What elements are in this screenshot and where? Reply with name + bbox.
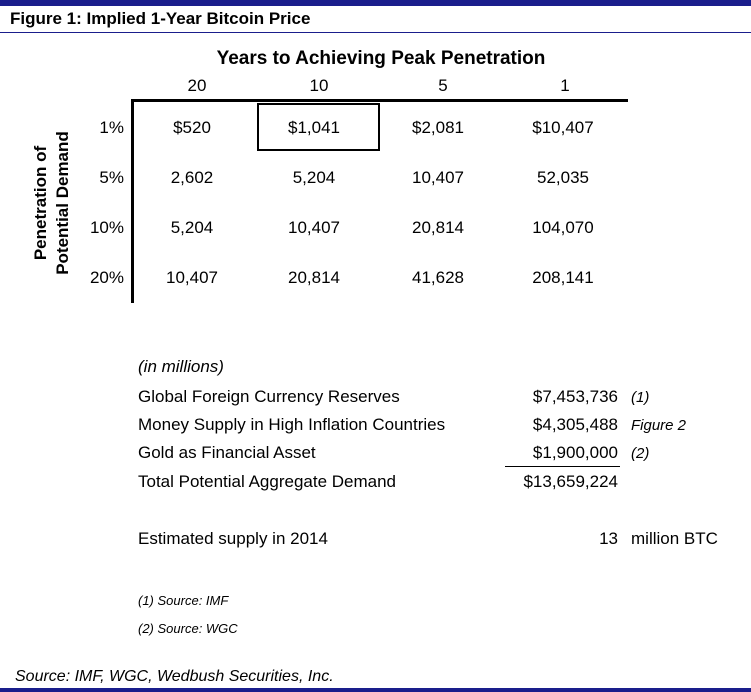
demand-item-value: $4,305,488 — [532, 415, 618, 434]
demand-item-label: Gold as Financial Asset — [138, 443, 316, 462]
column-axis-title: Years to Achieving Peak Penetration — [216, 48, 546, 69]
table-cell: $520 — [173, 118, 211, 137]
row-axis-title-line2: Potential Demand — [53, 131, 72, 275]
row-label-1pct: 1% — [99, 118, 124, 137]
supply-label: Estimated supply in 2014 — [138, 529, 328, 548]
total-value: $13,659,224 — [523, 472, 618, 491]
table-cell: 104,070 — [532, 218, 594, 237]
source-note: (2) Source: WGC — [138, 621, 238, 636]
table-cell: $10,407 — [532, 118, 594, 137]
row-axis-title-line1: Penetration of — [31, 145, 50, 261]
row-label-5pct: 5% — [99, 168, 124, 187]
supply-value: 13 — [599, 529, 618, 548]
table-cell: $1,041 — [288, 118, 340, 137]
sum-rule — [505, 466, 620, 467]
figure-title: Figure 1: Implied 1-Year Bitcoin Price — [10, 9, 311, 28]
demand-item-ref: Figure 2 — [631, 417, 687, 434]
row-label-20pct: 20% — [89, 268, 124, 287]
table-cell: 20,814 — [288, 268, 340, 287]
highlight-box — [257, 103, 380, 151]
column-header-20: 20 — [187, 76, 207, 95]
column-header-5: 5 — [438, 76, 448, 95]
table-cell: 10,407 — [288, 218, 340, 237]
demand-item-ref: (2) — [631, 445, 650, 462]
column-header-1: 1 — [560, 76, 570, 95]
unit-note: (in millions) — [138, 357, 224, 376]
demand-item-label: Money Supply in High Inflation Countries — [138, 415, 446, 434]
table-header-rule — [131, 99, 628, 102]
table-cell: 10,407 — [412, 168, 464, 187]
table-cell: 5,204 — [292, 168, 336, 187]
table-cell: 10,407 — [166, 268, 218, 287]
title-rule — [0, 32, 751, 33]
table-cell: $2,081 — [412, 118, 464, 137]
table-cell: 5,204 — [170, 218, 214, 237]
top-accent-bar — [0, 0, 751, 6]
table-cell: 208,141 — [532, 268, 594, 287]
row-label-10pct: 10% — [89, 218, 124, 237]
demand-item-label: Global Foreign Currency Reserves — [138, 387, 400, 406]
supply-unit: million BTC — [631, 529, 718, 548]
demand-item-value: $7,453,736 — [532, 387, 618, 406]
table-cell: 52,035 — [537, 168, 589, 187]
column-header-10: 10 — [309, 76, 329, 95]
table-cell: 20,814 — [412, 218, 464, 237]
table-row-label-rule — [131, 99, 134, 303]
demand-item-ref: (1) — [631, 389, 650, 406]
table-cell: 41,628 — [412, 268, 464, 287]
total-label: Total Potential Aggregate Demand — [138, 472, 397, 491]
bottom-accent-bar — [0, 688, 751, 692]
table-cell: 2,602 — [170, 168, 214, 187]
source-note: (1) Source: IMF — [138, 593, 229, 608]
demand-item-value: $1,900,000 — [532, 443, 618, 462]
row-axis-title: Penetration of Potential Demand — [22, 118, 82, 288]
footer-source: Source: IMF, WGC, Wedbush Securities, In… — [15, 668, 334, 685]
